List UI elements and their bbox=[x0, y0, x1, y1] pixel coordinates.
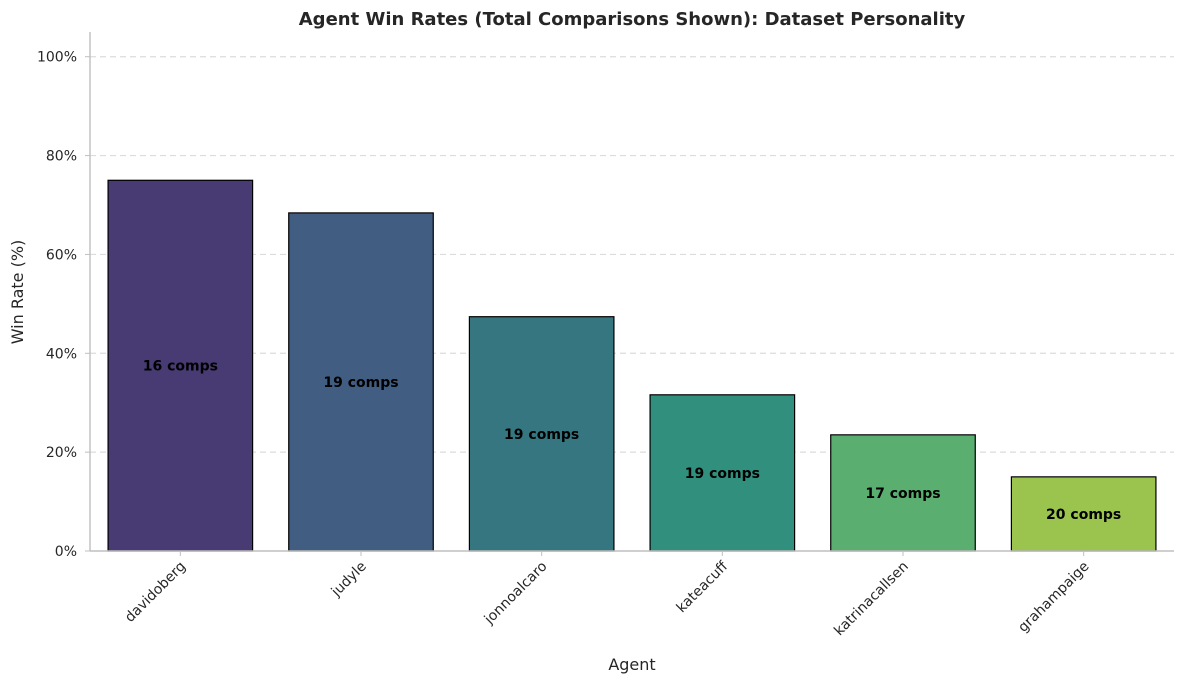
y-axis-label: Win Rate (%) bbox=[8, 240, 27, 345]
y-tick-label: 0% bbox=[55, 544, 77, 560]
x-tick-label: katrinacallsen bbox=[831, 559, 912, 640]
x-tick-label: davidoberg bbox=[122, 559, 189, 626]
y-tick-label: 80% bbox=[46, 149, 77, 165]
bar-katrinacallsen bbox=[830, 434, 976, 552]
bar-labels: 16 comps 19 comps 19 comps 19 comps 17 comps… bbox=[143, 359, 1122, 523]
bar-label: 19 comps bbox=[323, 375, 398, 391]
bar-label: 16 comps bbox=[143, 359, 218, 375]
y-tick-label: 40% bbox=[46, 346, 77, 362]
x-axis-label: Agent bbox=[608, 655, 655, 674]
x-tick-label: kateacuff bbox=[674, 558, 732, 616]
gridlines bbox=[90, 56, 1174, 453]
x-ticks: davidoberg judyle jonnoalcaro kateacuff katr… bbox=[122, 551, 1092, 640]
bar-label: 19 comps bbox=[504, 427, 579, 443]
y-tick-label: 100% bbox=[37, 50, 77, 66]
y-ticks: 0% 20% 40% 60% 80% 100% bbox=[37, 50, 90, 560]
axes bbox=[89, 32, 1174, 552]
bar-davidoberg bbox=[107, 179, 254, 552]
x-tick-label: jonnoalcaro bbox=[481, 559, 551, 629]
bar-label: 19 comps bbox=[685, 466, 760, 482]
bars bbox=[107, 179, 1157, 552]
bar-judyle bbox=[288, 212, 434, 552]
bar-label: 17 comps bbox=[865, 486, 940, 502]
x-tick-label: judyle bbox=[328, 559, 370, 601]
bar-jonnoalcaro bbox=[468, 316, 615, 552]
bar-kateacuff bbox=[649, 394, 796, 552]
chart-title: Agent Win Rates (Total Comparisons Shown… bbox=[299, 9, 966, 30]
x-tick-label: grahampaige bbox=[1015, 559, 1092, 636]
y-tick-label: 20% bbox=[46, 445, 77, 461]
y-tick-label: 60% bbox=[46, 247, 77, 263]
bar-label: 20 comps bbox=[1046, 507, 1121, 523]
bar-grahampaige bbox=[1010, 476, 1157, 552]
